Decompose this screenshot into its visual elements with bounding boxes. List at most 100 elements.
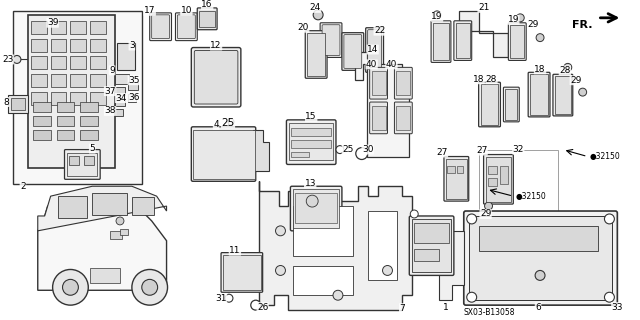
FancyBboxPatch shape — [528, 72, 550, 117]
Text: 19: 19 — [431, 12, 443, 21]
Bar — [70, 39, 86, 52]
FancyBboxPatch shape — [454, 21, 472, 60]
Text: ●32150: ●32150 — [589, 152, 620, 161]
Polygon shape — [253, 130, 269, 172]
Text: 9: 9 — [109, 66, 115, 75]
Bar — [293, 266, 353, 295]
Circle shape — [467, 292, 477, 302]
Text: 1: 1 — [443, 303, 449, 312]
Circle shape — [516, 14, 524, 22]
Bar — [293, 189, 339, 228]
Bar — [92, 193, 127, 215]
Bar — [51, 92, 67, 105]
Circle shape — [276, 226, 285, 236]
Bar — [56, 130, 74, 140]
Bar — [70, 56, 86, 69]
Bar — [81, 116, 98, 126]
Text: 16: 16 — [202, 0, 213, 10]
Text: 23: 23 — [3, 55, 13, 64]
Text: 39: 39 — [47, 18, 58, 27]
Bar — [115, 87, 125, 95]
Bar — [13, 11, 142, 184]
Text: 4: 4 — [213, 120, 219, 129]
Bar — [33, 116, 51, 126]
FancyBboxPatch shape — [508, 23, 526, 60]
FancyBboxPatch shape — [197, 8, 217, 30]
Bar — [223, 255, 260, 290]
Bar — [90, 92, 106, 105]
Bar — [132, 197, 154, 215]
Text: 3: 3 — [129, 41, 135, 50]
Circle shape — [564, 63, 572, 71]
Bar — [70, 92, 86, 105]
FancyBboxPatch shape — [431, 21, 451, 62]
Polygon shape — [259, 181, 412, 310]
FancyBboxPatch shape — [504, 87, 519, 122]
Text: 13: 13 — [305, 179, 316, 188]
FancyBboxPatch shape — [370, 102, 387, 134]
Polygon shape — [38, 199, 166, 290]
Circle shape — [228, 119, 234, 125]
Circle shape — [536, 34, 544, 42]
Bar — [456, 23, 470, 59]
Circle shape — [142, 279, 157, 295]
Text: 29: 29 — [570, 76, 581, 85]
Text: 24: 24 — [310, 4, 321, 12]
Circle shape — [132, 269, 168, 305]
FancyBboxPatch shape — [464, 211, 618, 305]
Bar — [479, 149, 558, 239]
Bar — [70, 156, 79, 165]
Bar — [291, 128, 331, 136]
Bar — [295, 193, 337, 223]
Text: 26: 26 — [257, 303, 268, 312]
Text: 28: 28 — [486, 75, 497, 84]
Text: 19: 19 — [508, 15, 519, 24]
Circle shape — [433, 11, 441, 19]
Bar — [90, 21, 106, 34]
Bar — [81, 102, 98, 112]
Bar — [468, 216, 612, 300]
Text: 7: 7 — [399, 304, 405, 313]
FancyBboxPatch shape — [191, 127, 256, 181]
Circle shape — [535, 270, 545, 280]
FancyBboxPatch shape — [553, 74, 573, 116]
Polygon shape — [355, 52, 410, 156]
Bar — [31, 56, 47, 69]
Text: 8: 8 — [3, 98, 9, 107]
Bar — [90, 268, 120, 283]
Bar — [414, 223, 449, 243]
Text: 28: 28 — [559, 66, 570, 75]
FancyBboxPatch shape — [305, 31, 327, 78]
Bar — [51, 21, 67, 34]
Bar — [193, 130, 255, 179]
Circle shape — [116, 217, 124, 225]
FancyBboxPatch shape — [291, 186, 342, 231]
Text: 18: 18 — [534, 65, 546, 74]
Polygon shape — [38, 186, 166, 231]
FancyBboxPatch shape — [221, 252, 262, 292]
FancyBboxPatch shape — [320, 23, 342, 58]
Bar — [307, 33, 325, 76]
Bar — [8, 95, 28, 113]
Circle shape — [484, 202, 493, 210]
Text: 38: 38 — [104, 107, 116, 116]
Text: ●32150: ●32150 — [515, 192, 546, 201]
Circle shape — [333, 290, 343, 300]
Bar — [396, 106, 410, 130]
Bar — [58, 196, 87, 218]
Text: 33: 33 — [612, 303, 623, 312]
Circle shape — [307, 195, 318, 207]
Bar — [70, 21, 86, 34]
Text: 10: 10 — [180, 6, 192, 15]
FancyBboxPatch shape — [195, 51, 238, 104]
FancyBboxPatch shape — [322, 25, 340, 55]
Text: 12: 12 — [211, 41, 222, 50]
Circle shape — [383, 266, 392, 276]
Text: 21: 21 — [478, 4, 489, 12]
Bar — [81, 130, 98, 140]
Bar — [110, 231, 122, 239]
Bar — [488, 178, 497, 186]
Bar — [510, 25, 524, 59]
Text: 5: 5 — [90, 144, 95, 153]
Circle shape — [410, 210, 418, 218]
